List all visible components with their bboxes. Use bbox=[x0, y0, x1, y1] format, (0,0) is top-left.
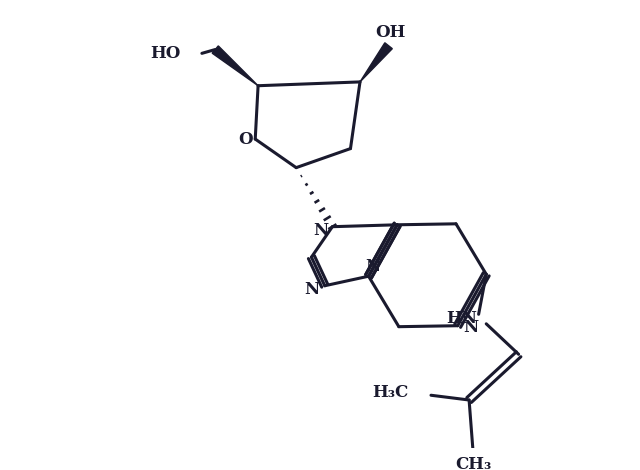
Polygon shape bbox=[212, 46, 258, 86]
Text: N: N bbox=[304, 281, 319, 298]
Text: N: N bbox=[314, 222, 328, 239]
Text: H₃C: H₃C bbox=[372, 384, 408, 401]
Text: HN: HN bbox=[446, 310, 477, 327]
Text: N: N bbox=[463, 319, 479, 336]
Polygon shape bbox=[360, 43, 392, 82]
Text: HO: HO bbox=[150, 45, 181, 62]
Text: O: O bbox=[238, 131, 253, 148]
Text: N: N bbox=[365, 258, 380, 275]
Text: CH₃: CH₃ bbox=[455, 456, 491, 470]
Text: OH: OH bbox=[375, 24, 406, 41]
